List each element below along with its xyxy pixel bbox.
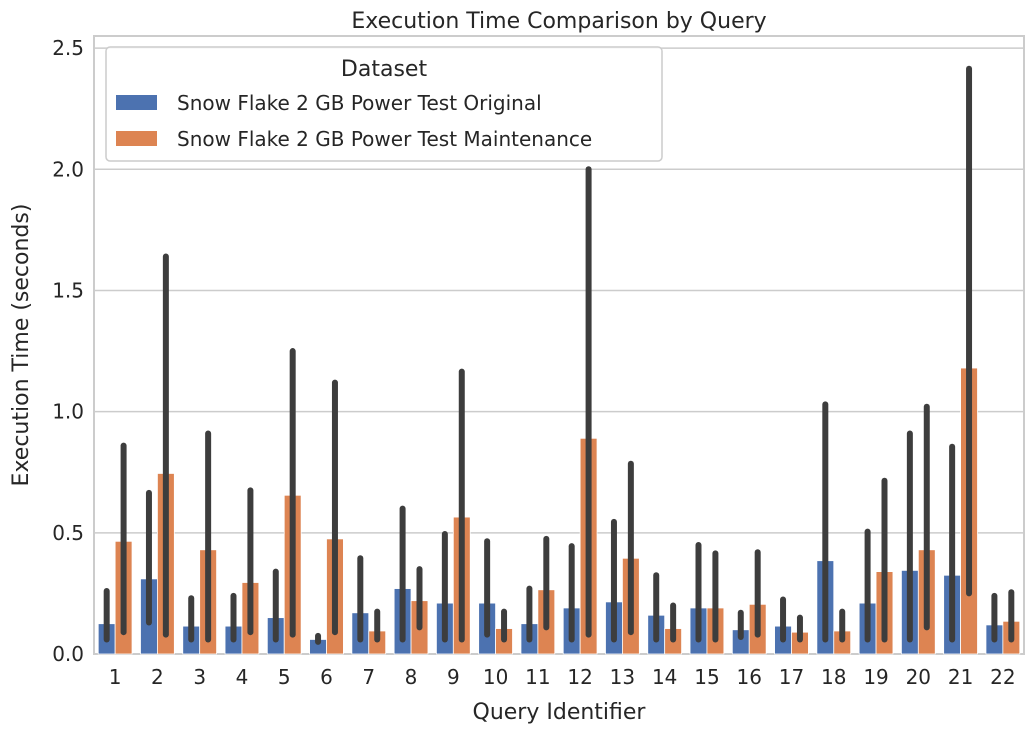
y-tick-label: 0.0 [52, 642, 84, 666]
y-ticks: 0.0 0.5 1.0 1.5 2.0 2.5 [52, 36, 84, 666]
x-tick-label: 19 [863, 665, 888, 689]
x-tick-label: 9 [447, 665, 460, 689]
legend-label-maintenance: Snow Flake 2 GB Power Test Maintenance [177, 127, 592, 151]
chart-title: Execution Time Comparison by Query [351, 9, 766, 34]
x-tick-label: 20 [906, 665, 931, 689]
x-tick-label: 16 [737, 665, 762, 689]
legend-label-original: Snow Flake 2 GB Power Test Original [177, 91, 542, 115]
x-tick-label: 6 [320, 665, 333, 689]
x-tick-label: 12 [567, 665, 592, 689]
x-tick-label: 18 [821, 665, 846, 689]
x-tick-label: 8 [405, 665, 418, 689]
x-tick-label: 11 [525, 665, 550, 689]
bars [97, 367, 1021, 655]
legend-frame [105, 46, 663, 162]
y-tick-label: 2.0 [52, 157, 84, 181]
legend-swatch-maintenance [116, 131, 157, 146]
x-tick-label: 7 [362, 665, 375, 689]
y-tick-label: 1.0 [52, 400, 84, 424]
x-axis-label: Query Identifier [473, 700, 647, 725]
x-tick-label: 5 [278, 665, 291, 689]
x-tick-label: 2 [151, 665, 164, 689]
x-tick-label: 21 [948, 665, 973, 689]
x-tick-label: 10 [483, 665, 508, 689]
legend: Dataset Snow Flake 2 GB Power Test Origi… [105, 46, 663, 162]
y-tick-label: 1.5 [52, 278, 84, 302]
y-tick-label: 2.5 [52, 36, 84, 60]
x-tick-label: 17 [779, 665, 804, 689]
legend-title: Dataset [341, 57, 428, 82]
x-tick-label: 15 [694, 665, 719, 689]
legend-swatch-original [116, 95, 157, 110]
error-bars [103, 65, 1015, 645]
x-tick-label: 14 [652, 665, 677, 689]
y-axis-label: Execution Time (seconds) [9, 204, 34, 487]
x-tick-label: 1 [109, 665, 122, 689]
y-tick-label: 0.5 [52, 521, 84, 545]
x-tick-label: 4 [236, 665, 249, 689]
x-tick-label: 13 [610, 665, 635, 689]
x-ticks: 1 2 3 4 5 6 7 8 9 10 11 12 13 14 15 16 17 18 19 20 21 22 [109, 665, 1016, 689]
x-tick-label: 3 [193, 665, 206, 689]
x-tick-label: 22 [990, 665, 1015, 689]
